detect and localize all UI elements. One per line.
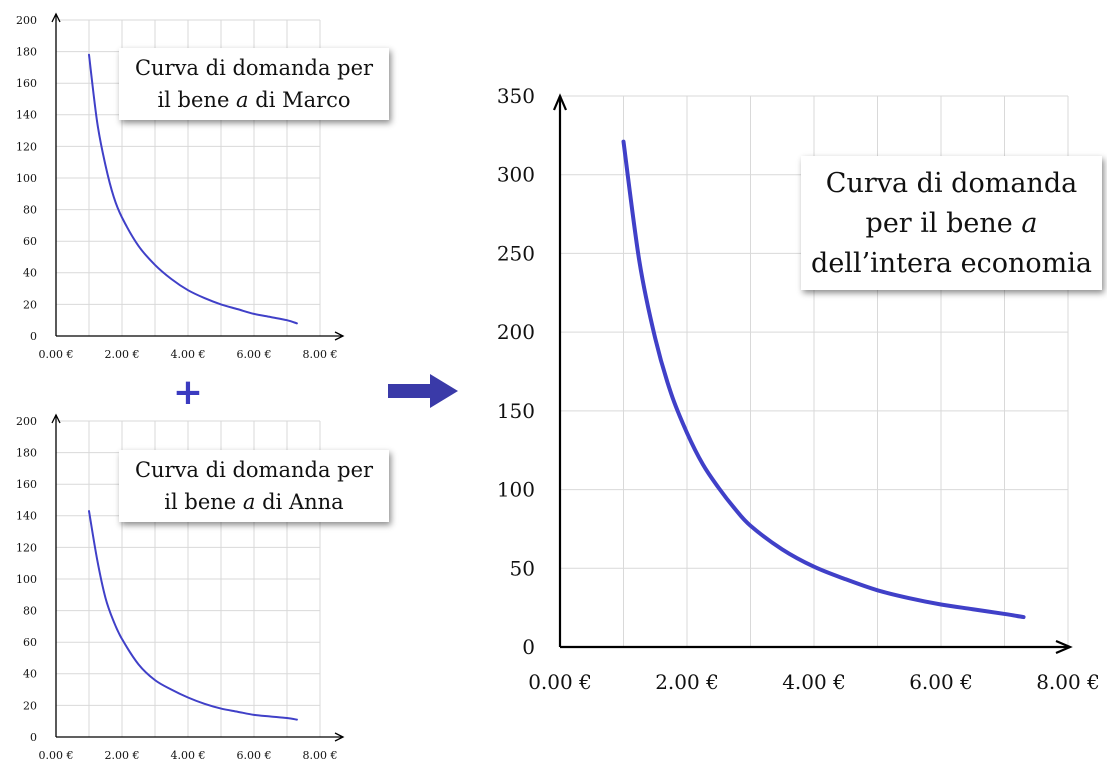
x-tick-label: 2.00 € xyxy=(105,749,140,762)
y-tick-label: 140 xyxy=(16,109,37,122)
x-tick-label: 2.00 € xyxy=(105,348,140,361)
chart-anna: 0 20 40 60 80 100 120 140 160 180 200 0.00 € 2.00 € 4… xyxy=(16,413,345,762)
chart-marco: 0 20 40 60 80 100 120 140 160 180 200 0.00 € 2.00 € 4… xyxy=(16,12,345,361)
x-tick-label: 8.00 € xyxy=(303,749,338,762)
y-tick-label: 150 xyxy=(497,399,535,423)
y-tick-label: 200 xyxy=(497,320,535,344)
x-axis-arrowhead xyxy=(1055,639,1073,655)
legend-total-line-3: dell’intera economia xyxy=(811,248,1092,279)
legend-anna-good-symbol: a xyxy=(242,490,256,514)
x-tick-label: 4.00 € xyxy=(171,348,206,361)
y-tick-label: 60 xyxy=(23,636,37,649)
legend-total-good-symbol: a xyxy=(1021,208,1038,239)
x-tick-label: 4.00 € xyxy=(171,749,206,762)
right-arrow-icon xyxy=(388,374,458,408)
x-tick-label: 0.00 € xyxy=(39,348,74,361)
x-tick-label: 8.00 € xyxy=(1036,670,1100,694)
legend-anna-line-2: il bene a di Anna xyxy=(119,486,389,518)
legend-marco-line-1: Curva di domanda per xyxy=(134,56,374,80)
y-tick-label: 250 xyxy=(497,241,535,265)
demand-curve-total xyxy=(621,139,1026,620)
y-tick-label: 80 xyxy=(23,203,37,216)
legend-total-line-2: per il bene a xyxy=(801,204,1102,244)
x-tick-label: 4.00 € xyxy=(782,670,846,694)
legend-marco-text-a: il bene xyxy=(157,88,237,112)
y-axis-arrowhead xyxy=(51,413,61,424)
x-tick-label: 6.00 € xyxy=(237,749,272,762)
x-tick-label: 6.00 € xyxy=(237,348,272,361)
legend-total-text-a: per il bene xyxy=(865,208,1022,239)
y-tick-label: 120 xyxy=(16,541,37,554)
demand-curve-marco xyxy=(88,53,298,325)
y-tick-label: 200 xyxy=(16,415,37,428)
y-tick-label: 40 xyxy=(23,668,37,681)
demand-curve-anna xyxy=(88,510,298,721)
legend-anna-line-1: Curva di domanda per xyxy=(134,458,374,482)
y-tick-label: 160 xyxy=(16,77,37,90)
y-axis-arrowhead xyxy=(552,93,568,111)
x-tick-label: 2.00 € xyxy=(655,670,719,694)
legend-marco-line-2: il bene a di Marco xyxy=(119,84,389,116)
y-tick-label: 100 xyxy=(16,172,37,185)
legend-marco-text-b: di Marco xyxy=(248,88,351,112)
legend-anna-text-b: di Anna xyxy=(255,490,344,514)
y-tick-label: 200 xyxy=(16,14,37,27)
legend-anna-text-a: il bene xyxy=(164,490,243,514)
y-tick-label: 140 xyxy=(16,510,37,523)
y-axis-arrowhead xyxy=(51,12,61,23)
x-axis-arrowhead xyxy=(334,331,345,341)
y-tick-label: 40 xyxy=(23,267,37,280)
y-tick-label: 100 xyxy=(497,478,535,502)
y-tick-label: 0 xyxy=(30,731,37,744)
legend-total: Curva di domanda per il bene a dell’inte… xyxy=(801,156,1102,290)
y-tick-label: 60 xyxy=(23,235,37,248)
legend-marco: Curva di domanda per il bene a di Marco xyxy=(119,48,389,120)
x-tick-label: 0.00 € xyxy=(39,749,74,762)
x-axis-arrowhead xyxy=(334,732,345,742)
plus-sign: + xyxy=(172,372,204,413)
y-tick-label: 160 xyxy=(16,478,37,491)
x-tick-label: 6.00 € xyxy=(909,670,973,694)
y-tick-label: 180 xyxy=(16,45,37,58)
x-tick-label: 0.00 € xyxy=(528,670,592,694)
y-tick-label: 20 xyxy=(23,298,37,311)
y-tick-label: 300 xyxy=(497,163,535,187)
y-tick-label: 0 xyxy=(522,635,535,659)
y-tick-label: 20 xyxy=(23,699,37,712)
y-tick-label: 50 xyxy=(510,556,535,580)
y-tick-label: 0 xyxy=(30,330,37,343)
y-tick-label: 120 xyxy=(16,140,37,153)
legend-total-line-1: Curva di domanda xyxy=(825,168,1078,199)
y-tick-label: 80 xyxy=(23,604,37,617)
y-tick-label: 350 xyxy=(497,84,535,108)
y-tick-label: 100 xyxy=(16,573,37,586)
x-tick-label: 8.00 € xyxy=(303,348,338,361)
legend-anna: Curva di domanda per il bene a di Anna xyxy=(119,450,389,522)
y-tick-label: 180 xyxy=(16,446,37,459)
chart-total: 0 50 100 150 200 250 300 350 0.00 € 2.00 € 4.00 € 6… xyxy=(497,84,1100,694)
legend-marco-good-symbol: a xyxy=(236,88,249,112)
